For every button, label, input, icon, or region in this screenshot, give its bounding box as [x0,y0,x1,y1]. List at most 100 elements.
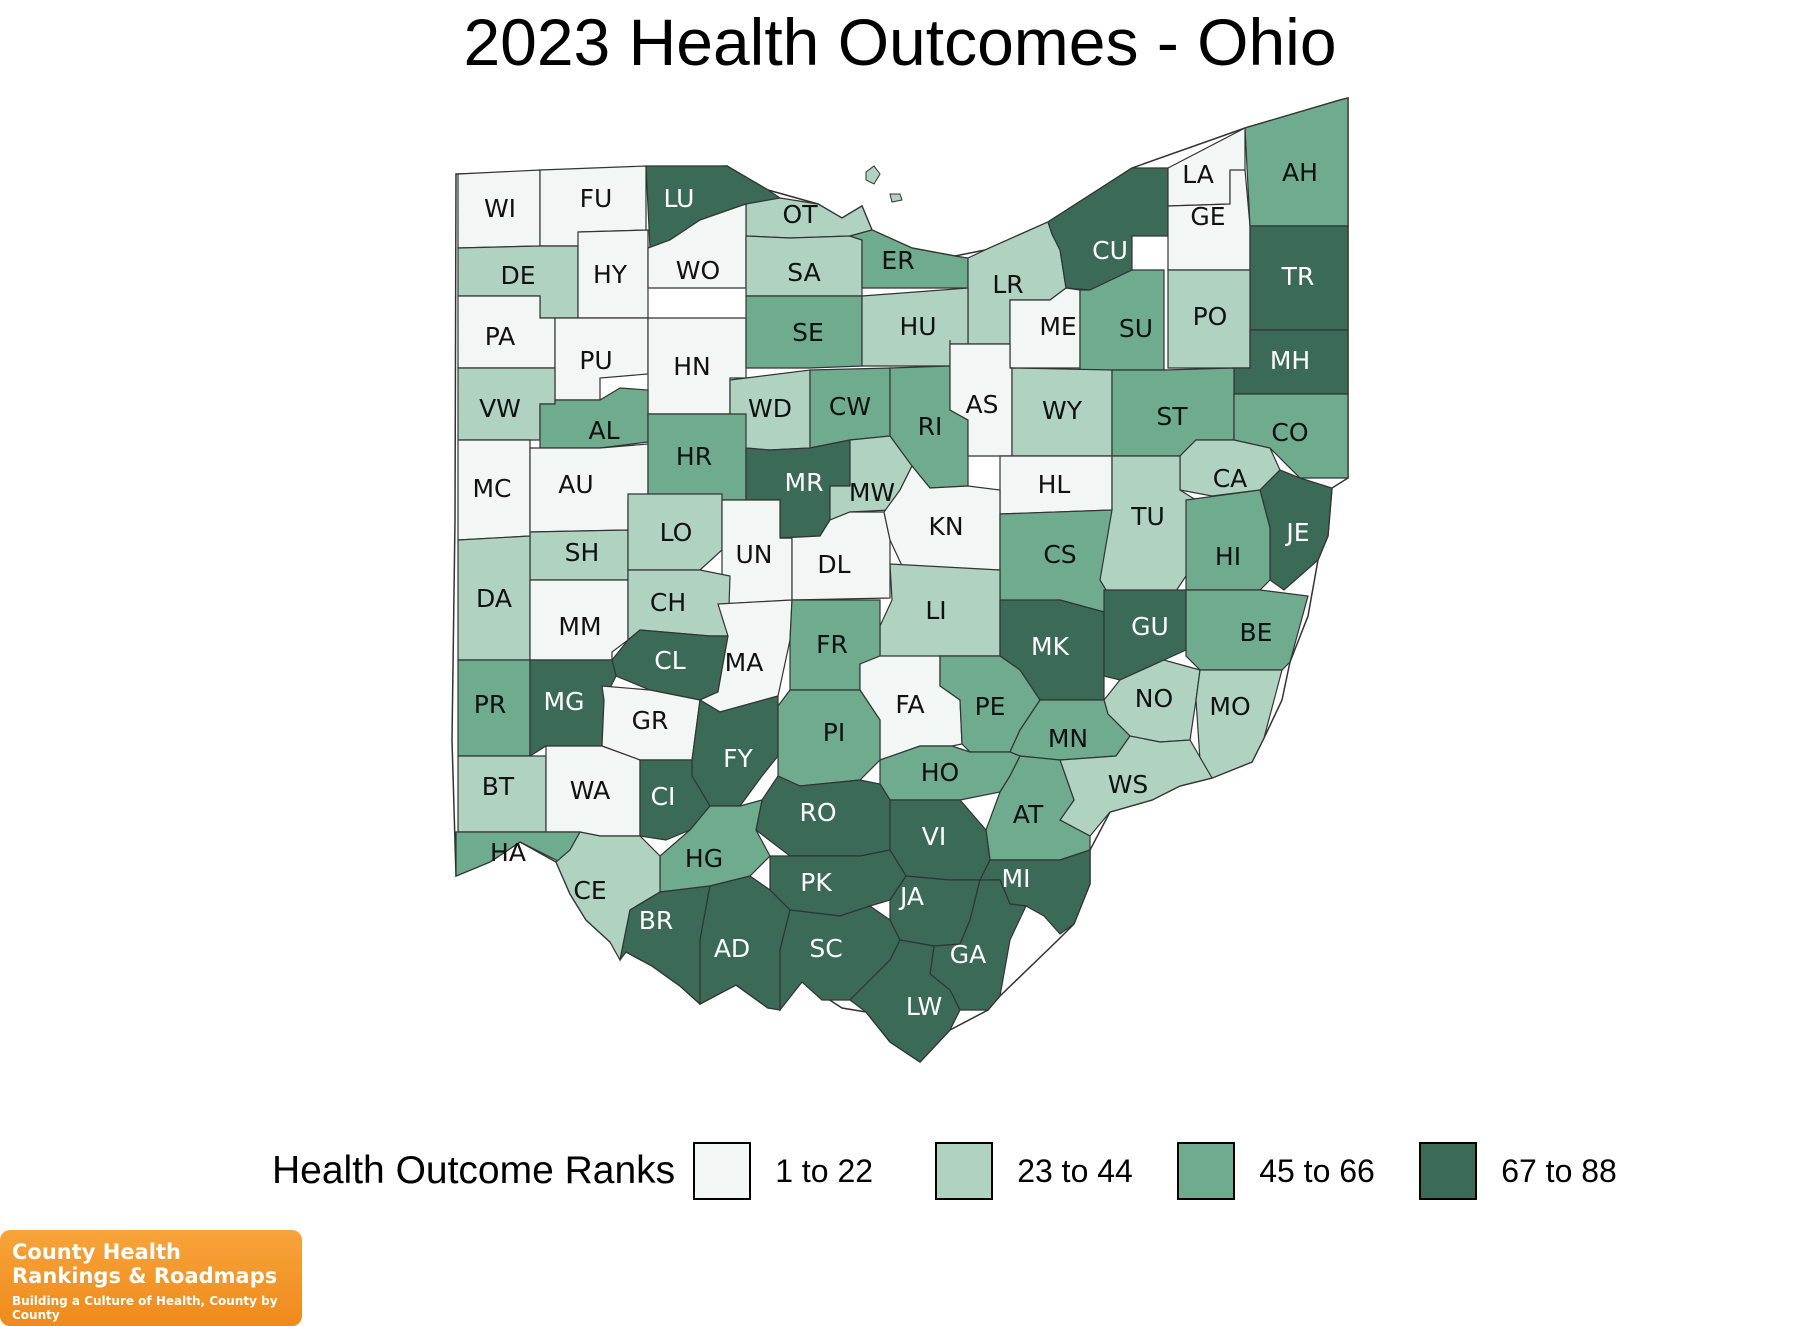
county-pa[interactable]: PA [457,295,556,369]
county-hl[interactable]: HL [999,455,1113,515]
county-vw[interactable]: VW [457,367,556,441]
county-sa[interactable]: SA [745,235,863,297]
county-dl[interactable]: DL [779,511,891,601]
county-je[interactable]: JE [1259,469,1333,591]
county-ge[interactable]: GE [1167,169,1251,271]
county-label: WA [570,776,610,805]
county-shape[interactable] [769,849,907,917]
county-sh[interactable]: SH [529,529,629,581]
county-at[interactable]: AT [985,755,1091,861]
county-label: VW [479,394,521,423]
county-lu[interactable]: LU [645,165,782,249]
county-ad[interactable]: AD [699,875,791,1011]
county-mg[interactable]: MG [529,659,617,758]
county-mk[interactable]: MK [999,599,1105,701]
county-po[interactable]: PO [1167,269,1251,369]
county-ot[interactable]: OT [745,197,873,239]
county-fa[interactable]: FA [859,655,963,761]
county-ro[interactable]: RO [755,775,891,857]
county-pu[interactable]: PU [554,317,649,401]
county-pk[interactable]: PK [769,849,907,917]
county-pe[interactable]: PE [939,655,1041,753]
county-cw[interactable]: CW [809,367,891,449]
county-ma[interactable]: MA [698,599,793,713]
county-mm[interactable]: MM [529,579,629,661]
county-da[interactable]: DA [457,535,531,661]
county-ch[interactable]: CH [627,569,731,642]
county-wa[interactable]: WA [545,745,641,837]
county-ws[interactable]: WS [1059,735,1213,837]
county-shape[interactable] [539,387,649,449]
county-shape[interactable] [1185,589,1309,671]
legend-swatch-3 [1177,1142,1236,1200]
county-label: JA [898,882,924,911]
county-label: RO [799,798,836,827]
county-wd[interactable]: WD [729,369,811,451]
county-shape[interactable] [627,493,723,571]
county-shape[interactable] [849,939,961,1063]
county-shape[interactable] [745,295,863,369]
county-gr[interactable]: GR [601,685,701,761]
county-hy[interactable]: HY [577,229,649,319]
county-wy[interactable]: WY [1011,367,1113,457]
county-shape[interactable] [619,885,711,1006]
county-shape[interactable] [647,203,747,289]
county-shape[interactable] [1244,97,1349,227]
county-tr[interactable]: TR [1249,225,1349,331]
county-ah[interactable]: AH [1244,97,1349,227]
county-mw[interactable]: MW [829,435,913,521]
county-pi[interactable]: PI [777,689,881,787]
county-label: MM [558,612,601,641]
county-be[interactable]: BE [1185,589,1309,671]
county-label: BR [639,906,674,935]
county-pr[interactable]: PR [457,659,531,757]
county-br[interactable]: BR [619,885,711,1006]
county-cs[interactable]: CS [999,509,1113,613]
county-ga[interactable]: GA [929,879,1027,1011]
county-sc[interactable]: SC [779,905,901,1012]
county-fy[interactable]: FY [691,695,779,807]
county-fr[interactable]: FR [789,599,881,691]
county-al[interactable]: AL [539,387,649,449]
county-se[interactable]: SE [745,295,863,369]
county-label: SU [1119,314,1153,343]
county-er[interactable]: ER [847,229,969,289]
county-mh[interactable]: MH [1233,329,1349,395]
county-label: WD [748,394,792,423]
county-hu[interactable]: HU [861,287,969,367]
county-shape[interactable] [861,287,969,367]
county-shape[interactable] [1259,469,1333,591]
county-mc[interactable]: MC [457,439,531,541]
county-hr[interactable]: HR [647,413,747,501]
county-ho[interactable]: HO [879,745,1021,801]
county-lw[interactable]: LW [849,939,961,1063]
county-mi[interactable]: MI [979,849,1091,935]
county-vi[interactable]: VI [889,799,991,881]
county-hi[interactable]: HI [1185,489,1271,591]
county-label: MI [1002,864,1031,893]
county-au[interactable]: AU [529,443,649,533]
county-label: CU [1092,236,1128,265]
county-un[interactable]: UN [721,499,793,605]
county-label: GR [632,706,669,735]
county-kn[interactable]: KN [883,464,1001,571]
county-li[interactable]: LI [879,563,1001,661]
county-lo[interactable]: LO [627,493,723,571]
county-shape[interactable] [1195,669,1283,779]
county-wo[interactable]: WO [647,203,747,289]
county-no[interactable]: NO [1103,659,1201,743]
county-ci[interactable]: CI [639,759,711,841]
county-shape[interactable] [1185,489,1271,591]
county-me[interactable]: ME [1009,287,1081,369]
county-as[interactable]: AS [949,343,1013,457]
legend-title: Health Outcome Ranks [272,1149,676,1192]
county-label: SC [809,934,842,963]
county-mo[interactable]: MO [1195,669,1283,779]
county-bt[interactable]: BT [457,755,547,833]
county-wi[interactable]: WI [457,169,541,249]
county-shape[interactable] [829,435,913,521]
county-cl[interactable]: CL [611,629,729,701]
county-label: LA [1182,160,1214,189]
chrr-logo: County Health Rankings & Roadmaps Buildi… [0,1230,302,1326]
county-gu[interactable]: GU [1103,589,1187,681]
